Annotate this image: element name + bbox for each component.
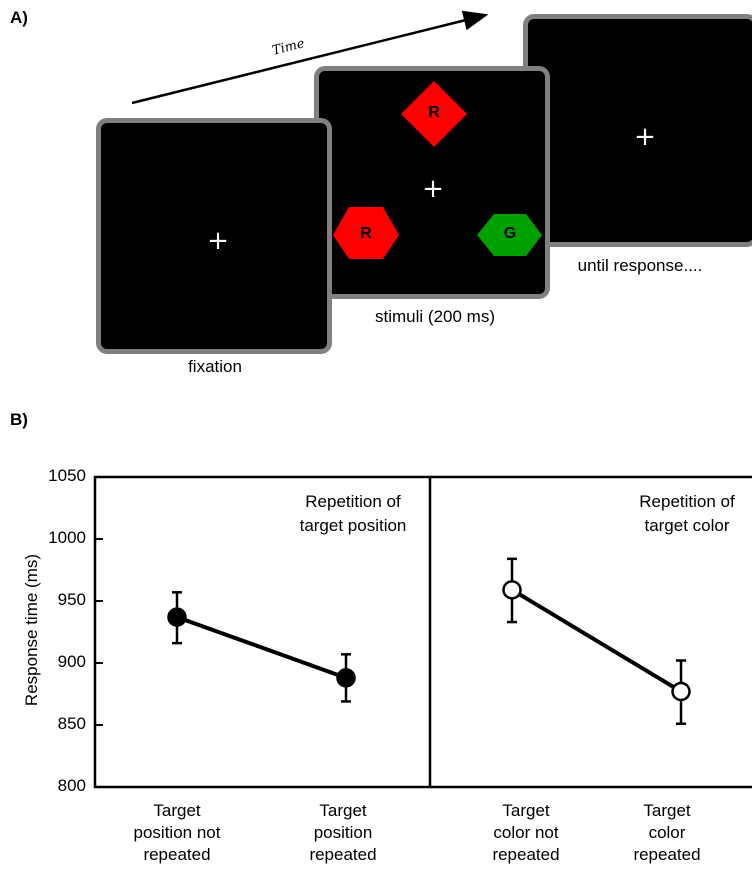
panel-b-label: B) — [10, 410, 28, 429]
annotation-position: Repetition of target position — [268, 490, 438, 538]
x-tick-line: repeated — [309, 845, 377, 864]
series-line — [176, 615, 347, 680]
stimuli-caption: stimuli (200 ms) — [375, 307, 495, 326]
subplot-frame-position — [93, 475, 432, 789]
fixation-cross: + — [422, 174, 444, 204]
time-arrow — [131, 10, 489, 105]
annotation-position-line2: target position — [299, 516, 407, 535]
fixation-cross: + — [634, 122, 656, 152]
x-tick-label: Target color not repeated — [451, 800, 601, 866]
stimulus-top — [401, 81, 467, 147]
x-tick-label: Target position not repeated — [102, 800, 252, 866]
y-tick-label: 900 — [57, 652, 86, 671]
x-tick-line: Target — [319, 801, 367, 820]
fixation-screen: + — [96, 118, 332, 354]
x-tick-line: Target — [153, 801, 201, 820]
x-tick-line: repeated — [143, 845, 211, 864]
x-tick-line: Target — [643, 801, 691, 820]
stimulus-right-letter: G — [503, 225, 517, 242]
annotation-color-line2: target color — [644, 516, 730, 535]
x-tick-line: position not — [133, 823, 221, 842]
x-tick-label: Target position repeated — [268, 800, 418, 866]
data-point — [167, 607, 187, 627]
annotation-color: Repetition of target color — [612, 490, 752, 538]
stimulus-array — [333, 81, 542, 259]
fixation-caption: fixation — [188, 357, 242, 376]
x-tick-line: Target — [502, 801, 550, 820]
stimuli-screen: R R G + — [314, 66, 550, 299]
y-tick-label: 850 — [57, 714, 86, 733]
x-tick-line: color — [648, 823, 686, 842]
stimulus-left — [333, 207, 399, 259]
data-point — [671, 681, 691, 702]
y-tick-label: 800 — [57, 776, 86, 795]
annotation-color-line1: Repetition of — [639, 492, 735, 511]
response-screen: + — [523, 14, 752, 247]
fixation-cross: + — [207, 226, 229, 256]
y-axis-label: Response time (ms) — [22, 553, 41, 707]
data-point — [502, 580, 522, 600]
x-tick-line: color not — [493, 823, 559, 842]
data-point — [336, 668, 356, 688]
x-tick-label: Target color repeated — [602, 800, 732, 866]
y-tick-label: 1000 — [48, 528, 86, 547]
panel-a-label: A) — [10, 8, 28, 27]
stimulus-top-letter: R — [428, 104, 440, 121]
x-tick-line: repeated — [633, 845, 701, 864]
stimulus-left-letter: R — [360, 225, 372, 242]
response-caption: until response.... — [577, 256, 703, 275]
annotation-position-line1: Repetition of — [305, 492, 401, 511]
series-line — [510, 588, 683, 694]
y-tick-label: 950 — [57, 590, 86, 609]
y-tick-label: 1050 — [48, 466, 86, 485]
x-tick-line: position — [313, 823, 373, 842]
stimulus-right — [477, 214, 542, 256]
x-tick-line: repeated — [492, 845, 560, 864]
